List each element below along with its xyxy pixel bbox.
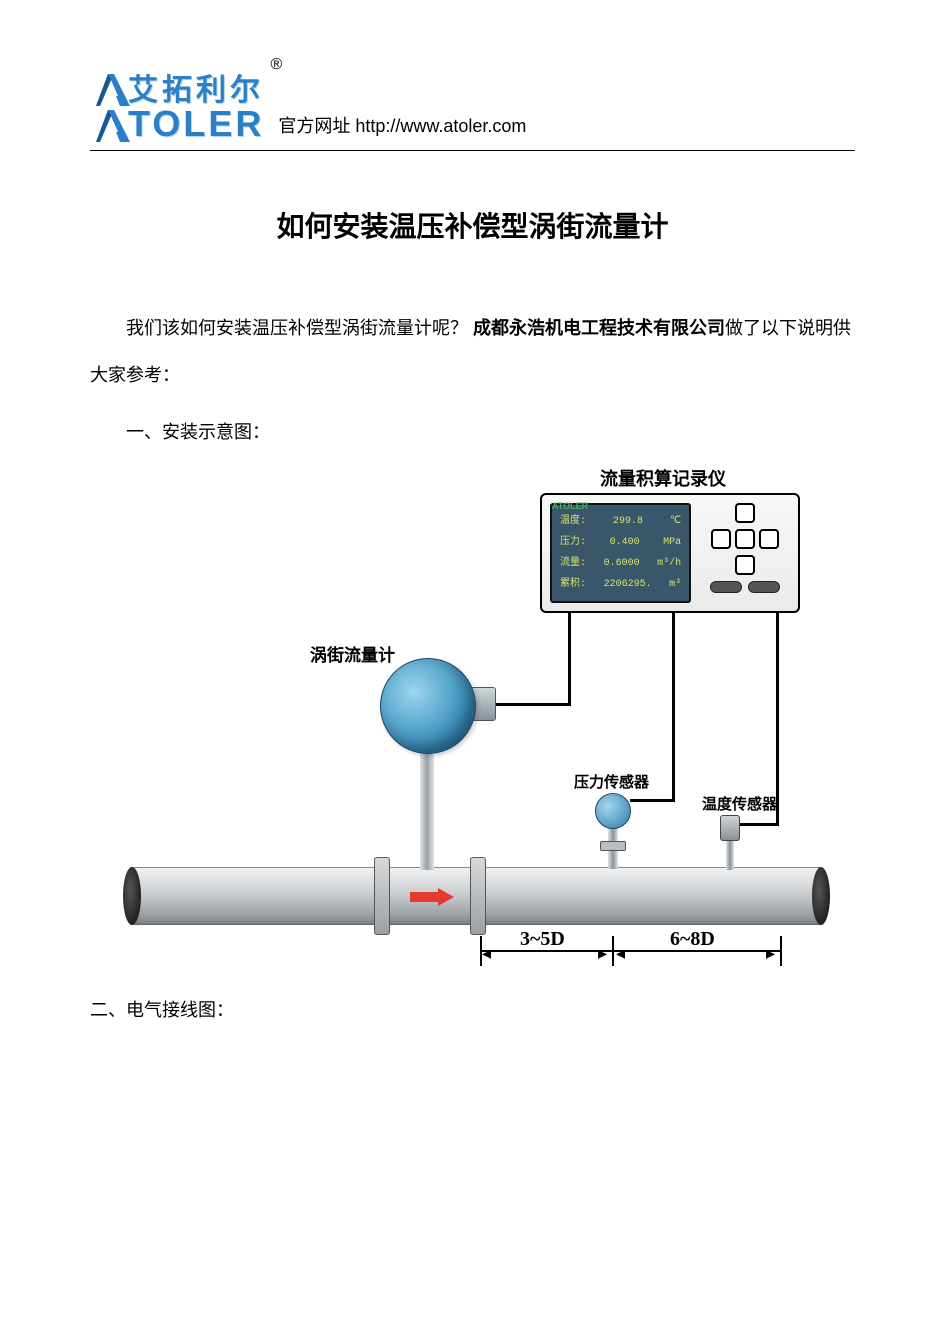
dim-arrow-icon: ◂ <box>482 943 491 964</box>
dpad-up-icon <box>735 503 755 523</box>
screen-row-press: 压力:0.400MPa <box>560 537 681 549</box>
dimension-bar: ◂ ▸ ◂ ▸ 3~5D 6~8D <box>480 934 800 968</box>
pressure-sensor-head <box>595 793 631 829</box>
temperature-stem <box>726 840 734 870</box>
dpad-left-icon <box>711 529 731 549</box>
logo-a-icon-2 <box>90 106 130 142</box>
cable-segment <box>739 823 779 826</box>
cable-segment <box>776 613 779 823</box>
intro-lead: 我们该如何安装温压补偿型涡街流量计呢？ <box>126 318 468 338</box>
dpad-down-icon <box>735 555 755 575</box>
intro-company: 成都永浩机电工程技术有限公司 <box>473 318 725 338</box>
pipe-end-left <box>123 867 141 925</box>
document-title: 如何安装温压补偿型涡街流量计 <box>90 205 855 245</box>
screen-row-total: 累积:2206295.m³ <box>560 579 681 591</box>
flange-right <box>470 857 486 935</box>
section-2-heading: 二、电气接线图： <box>90 987 855 1034</box>
logo-a-icon <box>90 70 130 106</box>
recorder-label: 流量积算记录仪 <box>600 465 726 491</box>
key-pill-1 <box>710 581 742 593</box>
dim-seg1: 3~5D <box>520 928 565 951</box>
page-header: 艾拓利尔 TOLER ® 官方网址 http://www.atoler.com <box>90 70 855 151</box>
site-url[interactable]: http://www.atoler.com <box>355 116 526 136</box>
logo-en-text: TOLER <box>90 106 264 142</box>
pressure-label: 压力传感器 <box>574 771 649 792</box>
vortex-label: 涡街流量计 <box>310 641 395 666</box>
logo-en: TOLER <box>128 103 264 144</box>
dim-arrow-icon: ▸ <box>766 943 775 964</box>
screen-row-temp: 温度:299.8℃ <box>560 516 681 528</box>
site-url-label: 官方网址 http://www.atoler.com <box>278 112 526 142</box>
vortex-stem <box>420 752 434 870</box>
key-pill-2 <box>748 581 780 593</box>
registered-mark-icon: ® <box>271 56 283 74</box>
logo-cn-text: 艾拓利尔 <box>90 70 264 106</box>
dim-arrow-icon: ◂ <box>616 943 625 964</box>
cable-segment <box>672 613 675 799</box>
temperature-label: 温度传感器 <box>702 793 777 814</box>
flow-direction-arrow-icon <box>410 888 454 911</box>
installation-diagram: 流量积算记录仪 ATOLER 温度:299.8℃ 压力:0.400MPa 流量:… <box>90 463 860 973</box>
cable-segment <box>494 703 571 706</box>
dim-tick <box>780 936 782 966</box>
logo: 艾拓利尔 TOLER ® <box>90 70 264 142</box>
dpad-right-icon <box>759 529 779 549</box>
recorder-brand: ATOLER <box>552 501 588 511</box>
temperature-sensor-head <box>720 815 740 841</box>
flow-recorder-device: ATOLER 温度:299.8℃ 压力:0.400MPa 流量:0.6000m³… <box>540 493 800 613</box>
screen-row-flow: 流量:0.6000m³/h <box>560 558 681 570</box>
cable-segment <box>568 613 571 703</box>
vortex-flowmeter-head <box>380 658 476 754</box>
flange-left <box>374 857 390 935</box>
section-1-heading: 一、安装示意图： <box>90 409 855 456</box>
recorder-keypad <box>699 503 790 603</box>
pipe-end-right <box>812 867 830 925</box>
intro-paragraph: 我们该如何安装温压补偿型涡街流量计呢？ 成都永浩机电工程技术有限公司做了以下说明… <box>90 305 855 399</box>
dim-seg2: 6~8D <box>670 928 715 951</box>
site-prefix: 官方网址 <box>278 116 355 136</box>
recorder-screen: 温度:299.8℃ 压力:0.400MPa 流量:0.6000m³/h 累积:2… <box>550 503 691 603</box>
pressure-valve <box>600 841 626 851</box>
dim-arrow-icon: ▸ <box>598 943 607 964</box>
dpad-ok-icon <box>735 529 755 549</box>
cable-segment <box>630 799 675 802</box>
